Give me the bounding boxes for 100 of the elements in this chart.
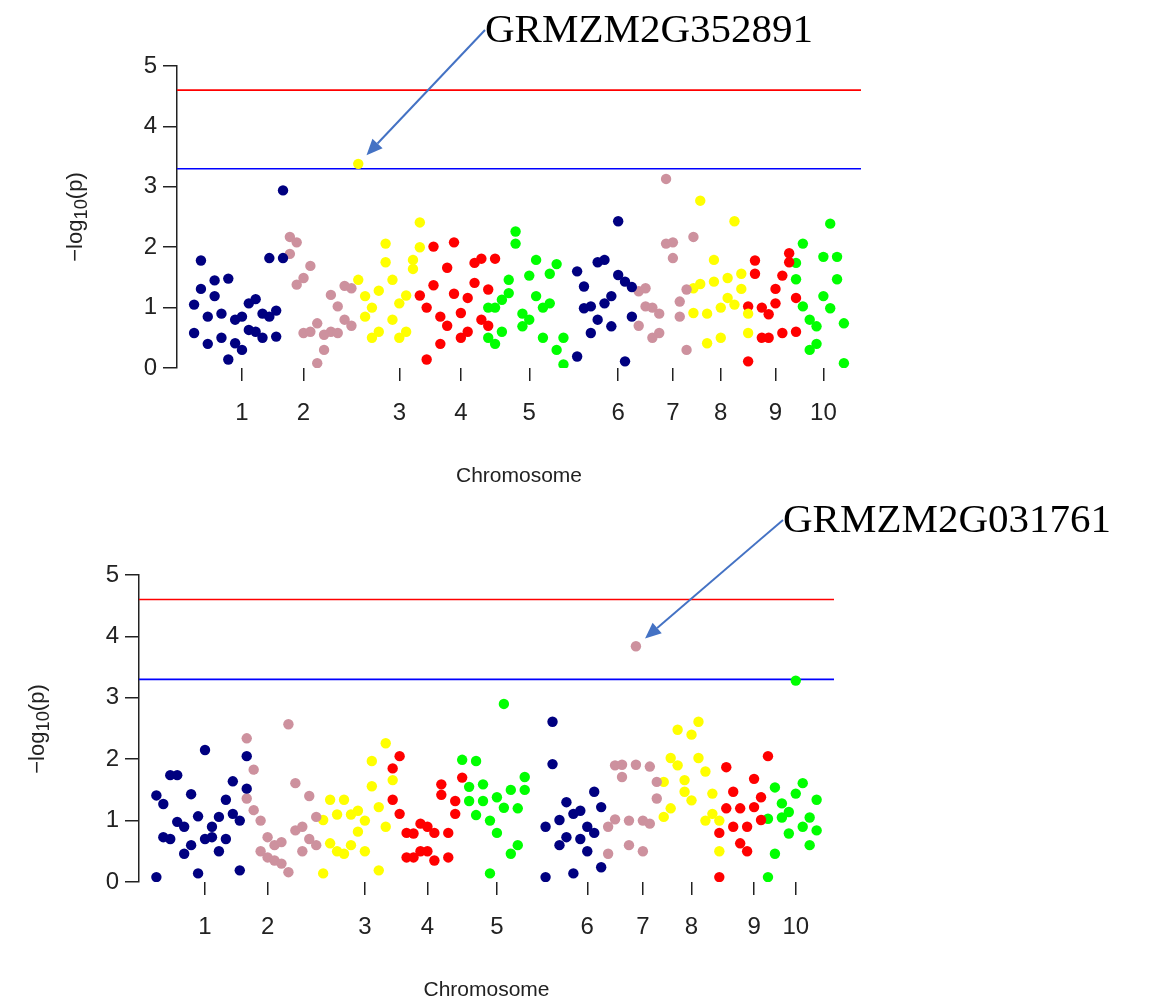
point [165, 833, 176, 845]
point [558, 359, 569, 368]
point [346, 283, 357, 294]
point [414, 290, 426, 301]
point [722, 292, 733, 304]
point [394, 332, 405, 343]
y-tick-label: 4 [105, 621, 119, 649]
point [387, 314, 398, 325]
point [477, 795, 489, 807]
point [783, 806, 795, 818]
point [609, 814, 621, 825]
point [530, 290, 542, 302]
point [394, 808, 405, 820]
point [477, 779, 489, 790]
point [443, 852, 454, 863]
x-tick-label: 1 [198, 912, 212, 940]
point [568, 868, 579, 879]
point [729, 216, 740, 227]
point [825, 218, 836, 229]
point [651, 793, 662, 804]
point [612, 269, 624, 281]
point [276, 858, 287, 869]
point [790, 292, 802, 304]
point [236, 311, 248, 322]
y-tick-label: 0 [105, 866, 119, 894]
point [223, 354, 234, 365]
point [654, 308, 665, 319]
point [241, 793, 252, 804]
point [630, 641, 642, 652]
point [715, 332, 726, 343]
point [736, 283, 747, 295]
point [665, 752, 676, 764]
point [192, 811, 204, 822]
point [790, 274, 802, 285]
x-tick-label: 8 [684, 912, 699, 940]
point [450, 808, 461, 820]
y-tick-label: 5 [105, 559, 119, 587]
point [304, 833, 315, 845]
point [686, 795, 697, 806]
point [223, 273, 234, 284]
point [681, 344, 692, 356]
point [741, 821, 753, 832]
x-tick-label: 7 [666, 398, 680, 426]
point [220, 833, 232, 845]
point [585, 327, 597, 339]
point [297, 821, 308, 832]
point [283, 719, 294, 730]
point [540, 821, 551, 832]
x-tick-label: 7 [636, 912, 650, 940]
point [728, 786, 739, 797]
point [185, 789, 197, 800]
point [582, 821, 593, 832]
point [484, 815, 496, 826]
point [571, 351, 583, 362]
point [537, 332, 549, 343]
point [441, 320, 453, 331]
point [512, 803, 523, 814]
point [667, 237, 679, 248]
point [554, 839, 565, 851]
point [777, 270, 788, 281]
point [366, 302, 378, 313]
point [387, 774, 398, 786]
point [517, 321, 528, 332]
point [188, 327, 200, 339]
point [324, 838, 336, 849]
point [571, 266, 583, 277]
point [311, 839, 322, 851]
point [236, 344, 248, 356]
point [688, 307, 699, 319]
point [736, 268, 747, 279]
point [686, 729, 697, 740]
point [414, 242, 426, 253]
point [742, 327, 754, 339]
point [248, 804, 259, 816]
point [742, 356, 754, 367]
point [188, 299, 200, 310]
point [366, 332, 378, 343]
point [714, 815, 725, 826]
point [797, 777, 808, 789]
point [679, 786, 690, 797]
y-tick-label: 1 [143, 292, 157, 320]
point [776, 798, 788, 809]
annotation: GRMZM2G352891 [485, 4, 814, 52]
point [407, 263, 419, 275]
point [241, 783, 252, 794]
point [708, 276, 720, 287]
point [721, 803, 732, 814]
point [318, 344, 330, 356]
point [283, 866, 294, 878]
point [291, 279, 302, 290]
point [227, 808, 239, 820]
point [380, 238, 391, 249]
x-tick-label: 6 [611, 398, 625, 426]
point [551, 344, 562, 356]
point [619, 356, 631, 367]
point [216, 308, 227, 319]
point [483, 332, 494, 343]
point [825, 303, 836, 314]
point [512, 839, 523, 851]
point [756, 302, 768, 313]
